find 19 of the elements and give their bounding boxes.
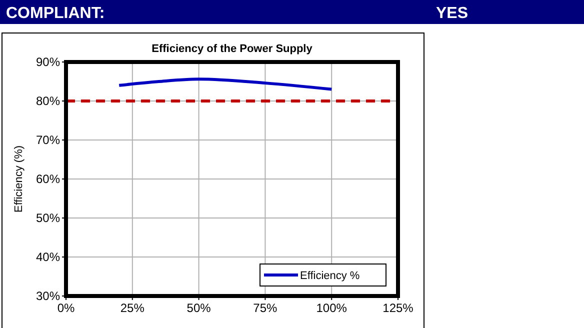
y-tick-label: 60%	[36, 172, 60, 186]
x-tick-label: 100%	[316, 301, 348, 315]
x-tick-label: 25%	[120, 301, 145, 315]
y-tick-label: 40%	[36, 250, 60, 264]
x-tick-label: 0%	[57, 301, 75, 315]
text: COMPLIANT:	[6, 5, 105, 22]
text: YES	[436, 5, 468, 22]
x-tick-label: 75%	[253, 301, 278, 315]
y-tick-label: 80%	[36, 94, 60, 108]
y-tick-label: 50%	[36, 211, 60, 225]
chart-title: Efficiency of the Power Supply	[152, 43, 314, 55]
legend-label: Efficiency %	[300, 270, 360, 282]
y-tick-label: 30%	[36, 289, 60, 303]
y-axis-title: Efficiency (%)	[13, 145, 25, 213]
x-tick-label: 125%	[382, 301, 414, 315]
y-tick-label: 90%	[36, 55, 60, 69]
x-tick-label: 50%	[186, 301, 212, 315]
y-tick-label: 70%	[36, 133, 60, 147]
line-series	[118, 78, 334, 91]
